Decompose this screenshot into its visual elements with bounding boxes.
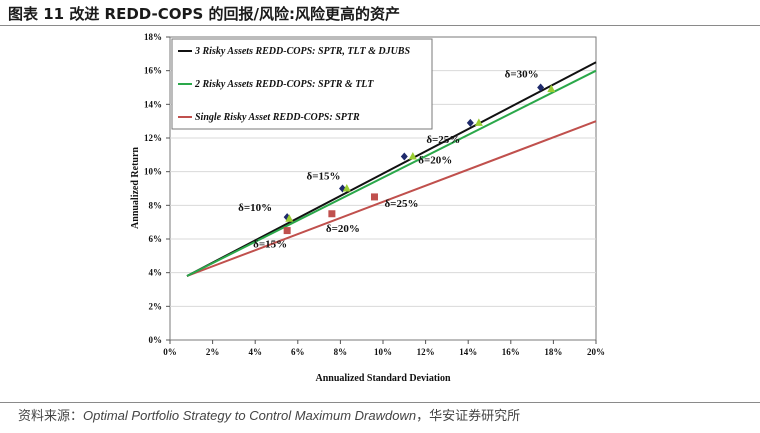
legend-label-3-risky: 3 Risky Assets REDD-COPS: SPTR, TLT & DJ… <box>194 46 410 57</box>
delta-annotation: δ=10% <box>238 202 272 214</box>
x-axis-label: Annualized Standard Deviation <box>315 373 450 384</box>
delta-annotation: δ=25% <box>384 198 418 210</box>
triangle-marker <box>285 214 294 222</box>
annotations: δ=30% δ=25% δ=20% δ=15% δ=10% δ=15% δ=20% δ=25% <box>238 69 538 251</box>
y-tick-label: 12% <box>144 133 162 143</box>
legend-box <box>171 38 433 130</box>
source-suffix: ，华安证券研究所 <box>416 409 521 424</box>
legend-label-2-risky: 2 Risky Assets REDD-COPS: SPTR & TLT <box>194 79 374 90</box>
y-tick-label: 18% <box>144 32 162 42</box>
triangle-marker <box>408 152 417 160</box>
x-tick-label: 12% <box>417 347 435 357</box>
series-line-2-risky <box>186 69 597 277</box>
triangle-marker <box>474 118 483 126</box>
x-tick-label: 0% <box>163 347 177 357</box>
square-marker <box>283 227 291 235</box>
triangle-marker <box>547 84 556 93</box>
series-lines <box>186 61 597 277</box>
chart: 0% 2% 4% 6% 8% 10% 12% 14% 16% 18% 0% 2% 4% 6% 8% 10% 1… <box>130 32 605 384</box>
x-axis-ticks: 0% 2% 4% 6% 8% 10% 12% 14% 16% 18% 20% <box>163 340 605 357</box>
delta-annotation: δ=30% <box>505 69 539 81</box>
series-line-3-risky <box>186 61 597 277</box>
page-title: 图表 11 改进 REDD-COPS 的回报/风险:风险更高的资产 <box>8 5 401 23</box>
diamond-marker <box>537 83 545 92</box>
y-tick-label: 10% <box>144 167 162 177</box>
series-markers <box>283 83 556 235</box>
legend-label-single: Single Risky Asset REDD-COPS: SPTR <box>195 112 360 123</box>
source-reference: Optimal Portfolio Strategy to Control Ma… <box>83 408 417 423</box>
y-tick-label: 8% <box>149 200 163 210</box>
x-tick-label: 18% <box>544 347 562 357</box>
y-axis-label: Annualized Return <box>130 147 141 229</box>
x-tick-label: 10% <box>374 347 392 357</box>
diamond-marker <box>466 118 474 127</box>
y-tick-label: 2% <box>149 301 163 311</box>
x-tick-label: 14% <box>459 347 477 357</box>
x-tick-label: 8% <box>334 347 348 357</box>
y-tick-label: 0% <box>149 335 163 345</box>
delta-annotation: δ=15% <box>253 239 287 251</box>
source-note: 资料来源：Optimal Portfolio Strategy to Contr… <box>18 405 520 424</box>
footer-divider <box>0 402 760 403</box>
y-tick-label: 6% <box>149 234 163 244</box>
triangle-marker <box>342 184 351 192</box>
delta-annotation: δ=15% <box>307 171 341 183</box>
square-marker <box>328 210 336 218</box>
delta-annotation: δ=25% <box>426 134 460 146</box>
legend: 3 Risky Assets REDD-COPS: SPTR, TLT & DJ… <box>171 38 433 130</box>
y-tick-label: 16% <box>144 66 162 76</box>
y-axis-ticks: 0% 2% 4% 6% 8% 10% 12% 14% 16% 18% <box>144 32 170 345</box>
delta-annotation: δ=20% <box>326 223 360 235</box>
title-divider <box>0 25 760 26</box>
y-tick-label: 14% <box>144 99 162 109</box>
y-tick-label: 4% <box>149 268 163 278</box>
x-tick-label: 6% <box>291 347 305 357</box>
x-tick-label: 4% <box>248 347 262 357</box>
x-tick-label: 20% <box>587 347 605 357</box>
x-tick-label: 16% <box>502 347 520 357</box>
source-prefix: 资料来源： <box>18 409 84 424</box>
series-line-single <box>186 120 597 277</box>
x-tick-label: 2% <box>206 347 220 357</box>
delta-annotation: δ=20% <box>418 155 452 167</box>
square-marker <box>370 193 378 201</box>
diamond-marker <box>400 152 408 161</box>
